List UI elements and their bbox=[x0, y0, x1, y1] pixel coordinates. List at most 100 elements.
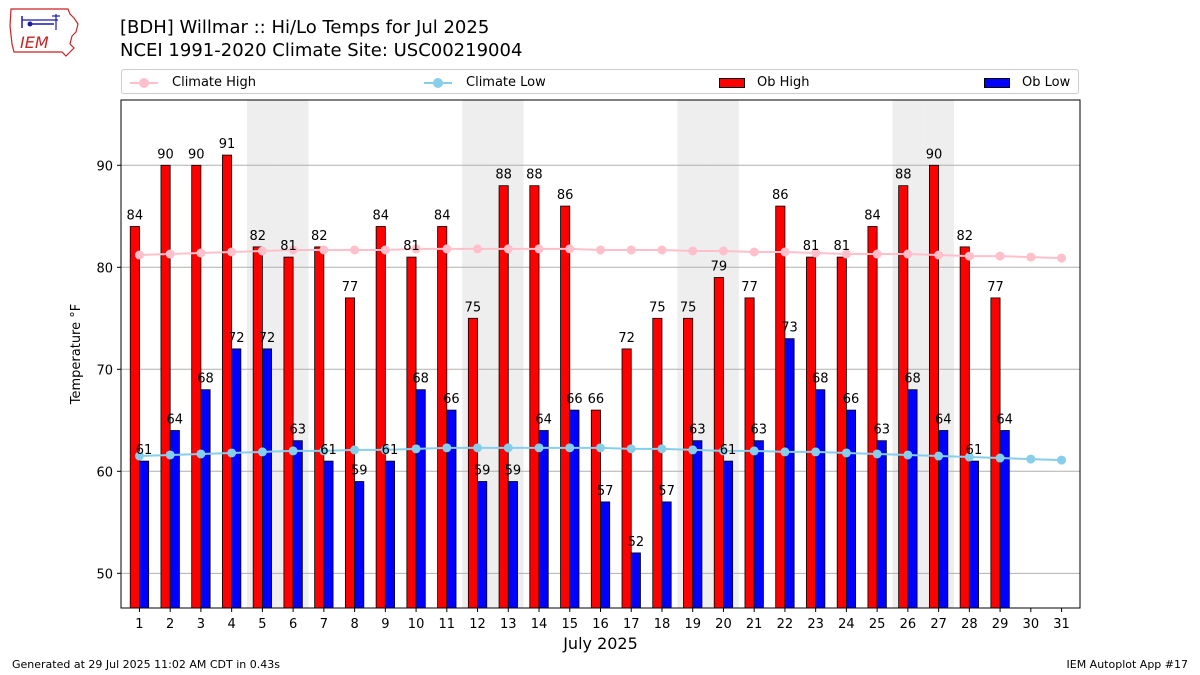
climate-low-point-3 bbox=[196, 449, 206, 459]
legend-ob-high-label: Ob High bbox=[757, 75, 810, 90]
climate-high-point-20 bbox=[718, 246, 728, 256]
ob-low-bar-20 bbox=[723, 460, 734, 608]
x-axis-label: July 2025 bbox=[562, 634, 638, 653]
climate-high-point-9 bbox=[380, 245, 390, 255]
x-tick-label-9: 9 bbox=[381, 617, 389, 632]
ob-low-bar-24 bbox=[845, 409, 857, 608]
climate-low-point-14 bbox=[534, 443, 544, 453]
ob-high-bar-19 bbox=[683, 317, 694, 608]
climate-low-point-11 bbox=[442, 443, 452, 453]
climate-high-point-18 bbox=[657, 245, 667, 255]
climate-low-point-12 bbox=[473, 443, 483, 453]
ob-low-bar-9 bbox=[384, 460, 395, 608]
ob-low-label-8: 59 bbox=[351, 464, 368, 479]
ob-low-label-6: 63 bbox=[289, 423, 306, 438]
legend-climate-high: Climate High bbox=[130, 70, 256, 95]
ob-high-bar-2 bbox=[160, 164, 171, 608]
ob-high-bar-15 bbox=[560, 205, 571, 608]
ob-low-label-1: 61 bbox=[136, 443, 153, 458]
climate-high-point-21 bbox=[749, 247, 759, 257]
ob-low-label-4: 72 bbox=[228, 331, 245, 346]
ob-low-label-24: 66 bbox=[843, 392, 860, 407]
ob-high-label-23: 81 bbox=[803, 239, 820, 254]
ob-high-bar-4 bbox=[222, 154, 233, 608]
climate-high-point-11 bbox=[442, 244, 452, 254]
ob-high-bar-24 bbox=[836, 256, 847, 608]
climate-low-point-5 bbox=[257, 447, 267, 457]
ob-low-label-7: 61 bbox=[320, 443, 337, 458]
ob-high-label-28: 82 bbox=[956, 229, 973, 244]
climate-high-point-7 bbox=[319, 245, 329, 255]
ob-high-bar-5 bbox=[252, 246, 263, 608]
x-tick-label-16: 16 bbox=[592, 617, 609, 632]
ob-high-label-19: 75 bbox=[680, 300, 697, 315]
x-tick-label-22: 22 bbox=[777, 617, 794, 632]
ob-high-label-25: 84 bbox=[864, 208, 881, 223]
x-tick-label-4: 4 bbox=[228, 617, 236, 632]
climate-low-point-13 bbox=[503, 443, 513, 453]
ob-high-bar-18 bbox=[652, 317, 663, 608]
x-tick-label-31: 31 bbox=[1053, 617, 1070, 632]
ob-low-bar-25 bbox=[876, 440, 887, 608]
climate-high-point-14 bbox=[534, 244, 544, 254]
chart-title: [BDH] Willmar :: Hi/Lo Temps for Jul 202… bbox=[120, 17, 490, 38]
ob-low-bar-14 bbox=[538, 430, 549, 608]
ob-high-label-29: 77 bbox=[987, 280, 1004, 295]
ob-low-bar-11 bbox=[446, 409, 457, 608]
climate-low-point-4 bbox=[227, 448, 237, 458]
climate-low-point-19 bbox=[688, 445, 698, 455]
ob-low-label-22: 73 bbox=[781, 321, 798, 336]
ob-low-label-19: 63 bbox=[689, 423, 706, 438]
climate-low-point-10 bbox=[411, 444, 421, 454]
ob-high-label-5: 82 bbox=[250, 229, 267, 244]
ob-high-bar-7 bbox=[314, 246, 325, 608]
ob-low-label-29: 64 bbox=[996, 413, 1013, 428]
ob-high-label-9: 84 bbox=[372, 208, 389, 223]
ob-high-bar-16 bbox=[590, 409, 601, 608]
x-tick-label-7: 7 bbox=[320, 617, 328, 632]
ob-low-bar-10 bbox=[415, 389, 426, 608]
legend-ob-high: Ob High bbox=[719, 70, 810, 95]
ob-high-bar-22 bbox=[775, 205, 786, 608]
ob-low-label-13: 59 bbox=[505, 464, 522, 479]
ob-low-label-21: 63 bbox=[751, 423, 768, 438]
ob-high-label-27: 90 bbox=[926, 147, 943, 162]
x-tick-label-6: 6 bbox=[289, 617, 297, 632]
ob-high-bar-9 bbox=[375, 226, 386, 608]
climate-low-point-9 bbox=[380, 445, 390, 455]
climate-low-point-28 bbox=[964, 452, 974, 462]
ob-low-bar-2 bbox=[169, 430, 180, 608]
ob-high-label-2: 90 bbox=[157, 147, 174, 162]
climate-high-point-1 bbox=[134, 250, 144, 260]
climate-low-point-6 bbox=[288, 446, 298, 456]
ob-high-label-26: 88 bbox=[895, 168, 912, 183]
ob-high-label-4: 91 bbox=[219, 137, 236, 152]
climate-high-point-25 bbox=[872, 249, 882, 259]
climate-low-point-26 bbox=[903, 450, 913, 460]
climate-high-point-19 bbox=[688, 246, 698, 256]
y-tick-label-60: 60 bbox=[96, 465, 113, 480]
ob-low-bar-7 bbox=[323, 460, 334, 608]
ob-low-label-9: 61 bbox=[382, 443, 399, 458]
climate-high-point-4 bbox=[227, 247, 237, 257]
x-tick-label-21: 21 bbox=[746, 617, 763, 632]
x-tick-label-20: 20 bbox=[715, 617, 732, 632]
climate-high-point-15 bbox=[565, 244, 575, 254]
climate-low-point-31 bbox=[1057, 455, 1067, 465]
x-tick-label-23: 23 bbox=[807, 617, 824, 632]
footer-app: IEM Autoplot App #17 bbox=[1066, 658, 1189, 671]
ob-low-bar-22 bbox=[784, 338, 795, 608]
ob-high-label-15: 86 bbox=[557, 188, 574, 203]
ob-high-bar-12 bbox=[467, 317, 478, 608]
ob-low-label-17: 52 bbox=[628, 535, 645, 550]
climate-low-point-25 bbox=[872, 449, 882, 459]
ob-high-bar-20 bbox=[713, 277, 724, 608]
x-tick-label-11: 11 bbox=[439, 617, 456, 632]
climate-high-point-5 bbox=[257, 246, 267, 256]
ob-low-label-16: 57 bbox=[597, 484, 614, 499]
x-tick-label-17: 17 bbox=[623, 617, 640, 632]
x-tick-label-3: 3 bbox=[197, 617, 205, 632]
climate-high-swatch bbox=[130, 77, 158, 88]
ob-high-bar-6 bbox=[283, 256, 294, 608]
